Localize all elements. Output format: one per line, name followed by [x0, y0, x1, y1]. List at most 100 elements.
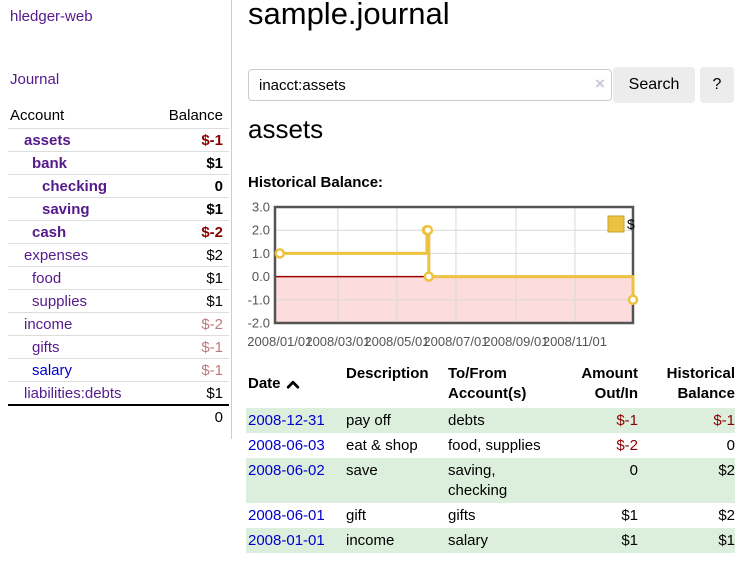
account-balance: 0 — [214, 178, 223, 195]
account-link-cash[interactable]: cash — [32, 224, 67, 241]
register-row: 2008-06-03 eat & shop food, supplies $-2 0 — [246, 433, 735, 458]
account-link-supplies[interactable]: supplies — [32, 293, 88, 310]
transaction-accounts: saving, checking — [448, 462, 508, 499]
main-panel: sample.journal × Search ? assets Histori… — [246, 0, 742, 582]
y-tick-label: 2.0 — [252, 223, 270, 238]
account-row-saving: saving $1 — [8, 197, 229, 220]
account-row-checking: checking 0 — [8, 174, 229, 197]
account-link-gifts[interactable]: gifts — [32, 339, 60, 356]
register-header-balance: Historical Balance — [666, 365, 735, 402]
transaction-date-link[interactable]: 2008-01-01 — [248, 532, 325, 549]
x-tick-label: 2008/05/01 — [364, 334, 429, 349]
help-button[interactable]: ? — [700, 67, 734, 103]
transaction-balance: $2 — [718, 462, 735, 479]
transaction-accounts: food, supplies — [448, 437, 541, 454]
account-balance: $1 — [206, 201, 223, 218]
accounts-header-account: Account — [10, 107, 65, 124]
data-point-marker — [627, 294, 639, 306]
account-balance: $-1 — [201, 339, 223, 356]
account-row-gifts: gifts $-1 — [8, 335, 229, 358]
x-tick-label: 2008/07/01 — [423, 334, 488, 349]
transaction-date-link[interactable]: 2008-06-03 — [248, 437, 325, 454]
journal-nav-link[interactable]: Journal — [10, 71, 60, 88]
transaction-balance: $1 — [718, 532, 735, 549]
register-header-description: Description — [346, 365, 429, 382]
account-link-expenses[interactable]: expenses — [24, 247, 89, 264]
account-balance: $1 — [206, 293, 223, 310]
page-title: sample.journal — [248, 0, 450, 31]
transaction-description: eat & shop — [346, 437, 418, 454]
y-tick-label: 3.0 — [252, 200, 270, 215]
historical-balance-chart: 3.0 2.0 1.0 0.0 -1.0 -2.0 2008/01/012008/03/01… — [247, 200, 639, 349]
accounts-table: Account Balance assets $-1 bank $1 checking 0… — [8, 103, 229, 429]
register-table: Date Description To/From Account(s) Amou… — [246, 362, 735, 553]
account-row-bank: bank $1 — [8, 151, 229, 174]
search-button[interactable]: Search — [613, 67, 695, 103]
data-point-marker — [422, 224, 434, 236]
account-row-food: food $1 — [8, 266, 229, 289]
account-row-expenses: expenses $2 — [8, 243, 229, 266]
account-link-income[interactable]: income — [24, 316, 73, 333]
transaction-accounts: salary — [448, 532, 489, 549]
y-tick-label: 0.0 — [252, 269, 270, 284]
account-link-food[interactable]: food — [32, 270, 62, 287]
transaction-description: pay off — [346, 412, 391, 429]
register-row: 2008-06-01 gift gifts $1 $2 — [246, 503, 735, 528]
data-point-marker — [274, 248, 286, 259]
account-link-checking[interactable]: checking — [42, 178, 108, 195]
account-balance: $1 — [206, 270, 223, 287]
account-link-liabilities-debts[interactable]: liabilities:debts — [24, 385, 122, 402]
register-table-header: Date Description To/From Account(s) Amou… — [246, 362, 735, 408]
account-link-salary[interactable]: salary — [32, 362, 73, 379]
account-link-bank[interactable]: bank — [32, 155, 68, 172]
account-row-liabilities-debts: liabilities:debts $1 — [8, 381, 229, 404]
transaction-accounts: gifts — [448, 507, 476, 524]
register-row: 2008-01-01 income salary $1 $1 — [246, 528, 735, 553]
transaction-date-link[interactable]: 2008-12-31 — [248, 412, 325, 429]
data-point-marker — [423, 271, 435, 282]
account-heading: assets — [248, 114, 324, 144]
x-tick-label: 2008/01/01 — [247, 334, 312, 349]
account-balance: $-1 — [201, 362, 223, 379]
account-balance: $-2 — [201, 316, 223, 333]
y-tick-label: -2.0 — [248, 316, 270, 331]
y-tick-label: -1.0 — [248, 292, 270, 307]
register-row: 2008-06-02 save saving, checking 0 $2 — [246, 458, 735, 503]
chart-label: Historical Balance: — [248, 174, 384, 191]
transaction-date-link[interactable]: 2008-06-01 — [248, 507, 325, 524]
transaction-amount: $-2 — [616, 437, 638, 454]
transaction-balance: 0 — [726, 437, 735, 454]
transaction-accounts: debts — [448, 412, 485, 429]
account-balance: $-2 — [201, 224, 223, 241]
account-balance: $-1 — [201, 132, 223, 149]
legend-label: $ — [627, 216, 635, 232]
register-header-amount: Amount Out/In — [581, 365, 638, 402]
search-input[interactable] — [248, 69, 612, 101]
accounts-header-balance: Balance — [168, 107, 223, 124]
account-balance: $2 — [206, 247, 223, 264]
transaction-amount: $1 — [621, 532, 638, 549]
transaction-balance: $-1 — [713, 412, 735, 429]
clear-search-icon[interactable]: × — [595, 74, 605, 93]
register-header-accounts: To/From Account(s) — [448, 365, 527, 402]
account-row-cash: cash $-2 — [8, 220, 229, 243]
register-row: 2008-12-31 pay off debts $-1 $-1 — [246, 408, 735, 433]
transaction-description: income — [346, 532, 395, 549]
transaction-description: save — [346, 462, 378, 479]
plot-border — [273, 205, 635, 325]
account-link-assets[interactable]: assets — [24, 132, 71, 149]
register-header-date[interactable]: Date — [246, 364, 346, 404]
account-row-supplies: supplies $1 — [8, 289, 229, 312]
transaction-description: gift — [346, 507, 367, 524]
account-link-saving[interactable]: saving — [42, 201, 90, 218]
sidebar: hledger-web Journal Account Balance asse… — [0, 0, 232, 439]
accounts-total-balance: 0 — [8, 404, 229, 429]
accounts-table-header: Account Balance — [8, 103, 229, 128]
app-title[interactable]: hledger-web — [10, 8, 93, 25]
transaction-date-link[interactable]: 2008-06-02 — [248, 462, 325, 479]
account-balance: $1 — [206, 155, 223, 172]
account-row-salary: salary $-1 — [8, 358, 229, 381]
chevron-up-icon — [286, 380, 299, 389]
transaction-amount: $-1 — [616, 412, 638, 429]
x-tick-label: 2008/11/01 — [543, 334, 607, 349]
